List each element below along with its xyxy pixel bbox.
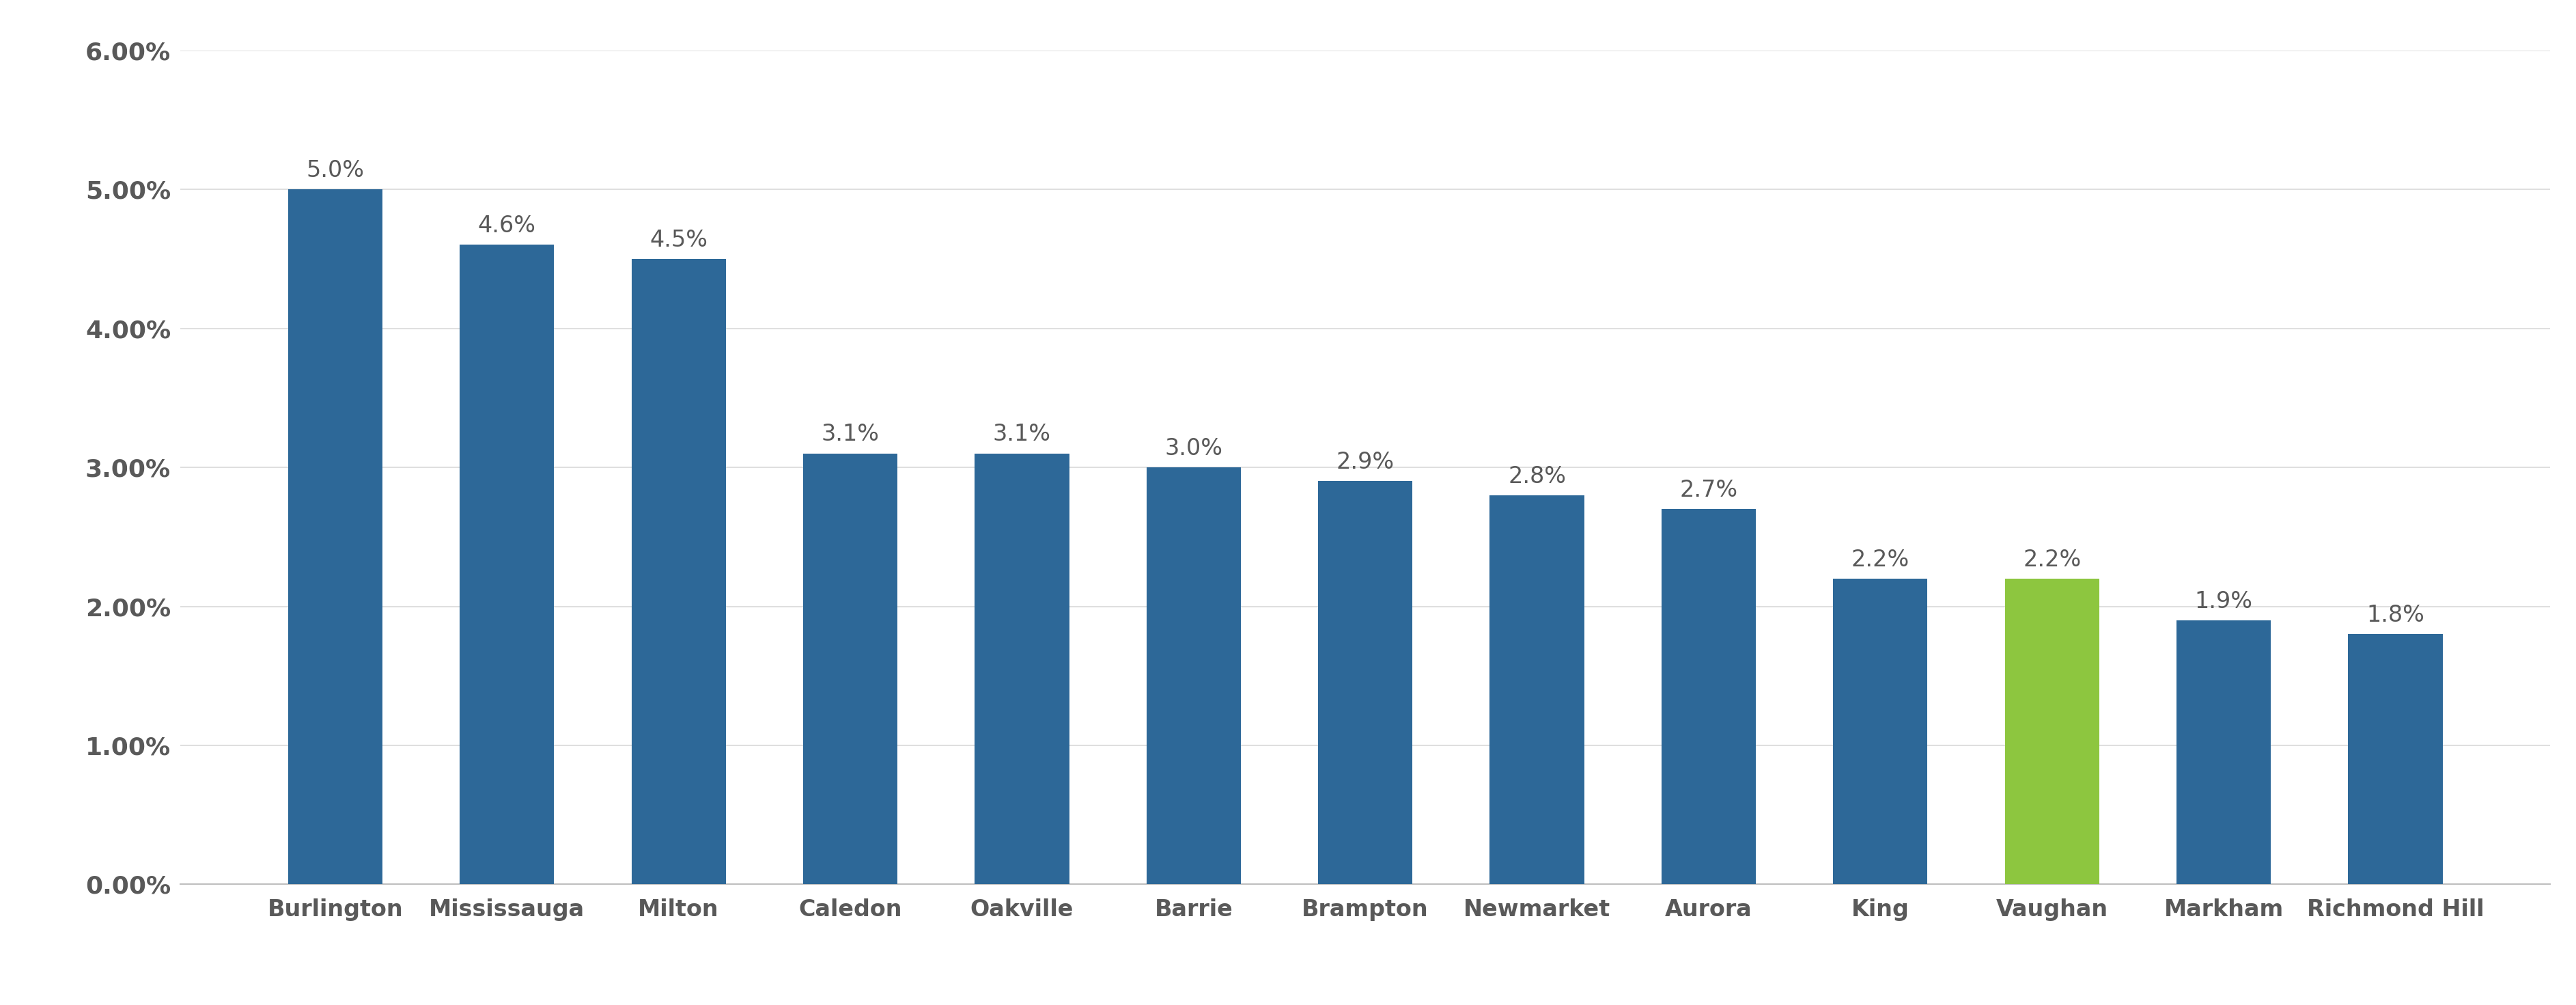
- Text: 1.8%: 1.8%: [2367, 604, 2424, 626]
- Text: 3.1%: 3.1%: [992, 423, 1051, 446]
- Text: 2.2%: 2.2%: [1852, 549, 1909, 571]
- Text: 2.8%: 2.8%: [1507, 465, 1566, 487]
- Text: 2.9%: 2.9%: [1337, 451, 1394, 473]
- Bar: [2349, 634, 2442, 884]
- Bar: [459, 245, 554, 884]
- Bar: [289, 189, 381, 884]
- Text: 1.9%: 1.9%: [2195, 590, 2251, 613]
- Text: 4.6%: 4.6%: [479, 215, 536, 237]
- Text: 2.7%: 2.7%: [1680, 478, 1739, 501]
- Text: 5.0%: 5.0%: [307, 159, 363, 182]
- Bar: [2177, 620, 2272, 884]
- Bar: [1489, 495, 1584, 884]
- Text: 3.1%: 3.1%: [822, 423, 878, 446]
- Bar: [974, 453, 1069, 884]
- Text: 4.5%: 4.5%: [649, 228, 708, 251]
- Bar: [804, 453, 896, 884]
- Bar: [1662, 509, 1757, 884]
- Bar: [1834, 579, 1927, 884]
- Bar: [631, 258, 726, 884]
- Bar: [2004, 579, 2099, 884]
- Text: 3.0%: 3.0%: [1164, 437, 1224, 459]
- Text: 2.2%: 2.2%: [2022, 549, 2081, 571]
- Bar: [1146, 467, 1242, 884]
- Bar: [1319, 481, 1412, 884]
